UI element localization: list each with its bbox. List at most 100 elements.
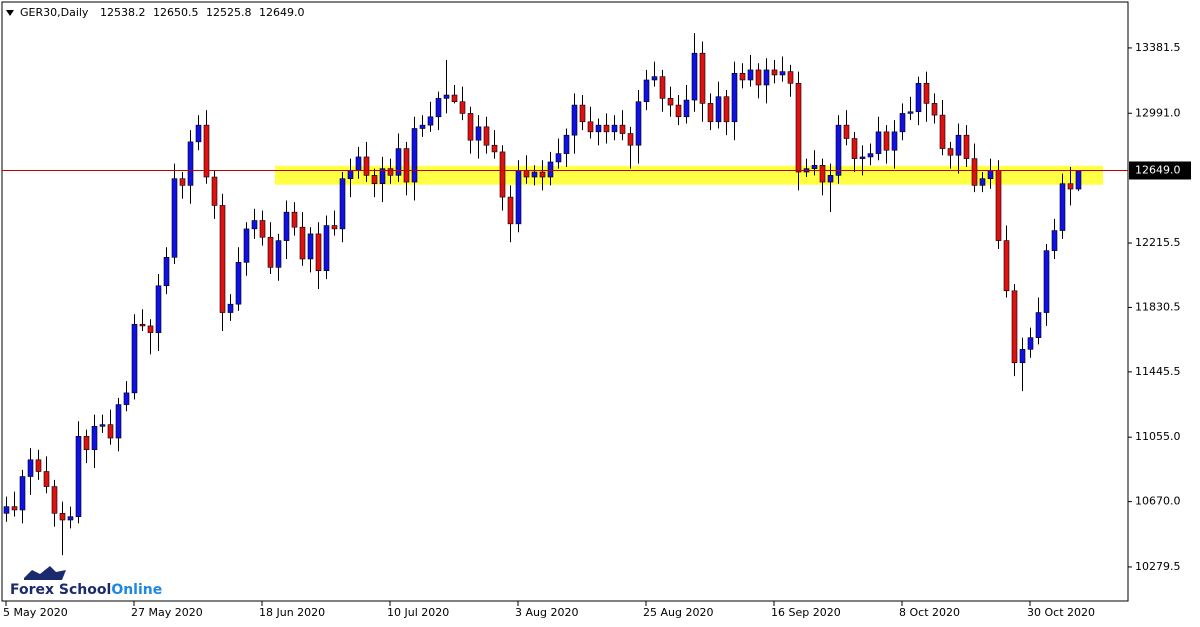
candle-body xyxy=(715,96,722,123)
candle-body xyxy=(979,178,986,186)
candle-body xyxy=(83,436,90,451)
candle-body xyxy=(667,98,674,106)
candle-body xyxy=(435,98,442,118)
ohlc: 12649.0 xyxy=(259,6,305,19)
ohlc: 12525.8 xyxy=(206,6,252,19)
candle-body xyxy=(811,165,818,169)
candle-body xyxy=(43,471,50,487)
candle-body xyxy=(75,436,82,517)
candle-body xyxy=(27,459,34,477)
candle-body xyxy=(1075,170,1082,190)
candle-body xyxy=(115,404,122,439)
candle-body xyxy=(3,506,10,514)
candle-body xyxy=(819,165,826,183)
candle-body xyxy=(179,178,186,186)
candle-body xyxy=(203,124,210,178)
candle-body xyxy=(1003,240,1010,292)
candle-body xyxy=(35,459,42,472)
candle-body xyxy=(19,476,26,511)
candle-body xyxy=(131,323,138,394)
candle-body xyxy=(643,79,650,103)
candle-body xyxy=(251,220,258,230)
candle-body xyxy=(915,83,922,113)
candle-body xyxy=(571,104,578,136)
candle-body xyxy=(755,69,762,86)
x-tick-label: 5 May 2020 xyxy=(3,606,68,619)
candle-body xyxy=(843,124,850,139)
candle-body xyxy=(763,69,770,86)
candle-body xyxy=(339,178,346,230)
candle-body xyxy=(507,196,514,225)
y-tick-label: 10279.5 xyxy=(1135,560,1181,573)
header: GER30,Daily 12538.2 12650.5 12525.8 1264… xyxy=(20,6,304,19)
candle-body xyxy=(779,71,786,76)
candle-body xyxy=(787,71,794,84)
candle-body xyxy=(595,124,602,133)
candle-body xyxy=(1059,183,1066,231)
candle-body xyxy=(283,211,290,241)
candle-body xyxy=(291,211,298,228)
candle-body xyxy=(659,76,666,99)
candle-body xyxy=(947,148,954,156)
candle-body xyxy=(923,83,930,104)
candle-body xyxy=(547,161,554,178)
y-tick-label: 13381.5 xyxy=(1135,41,1181,54)
candle-body xyxy=(987,170,994,179)
candle-body xyxy=(211,176,218,206)
candle-body xyxy=(635,101,642,146)
candle-body xyxy=(1035,312,1042,338)
candle-body xyxy=(315,233,322,272)
candle-body xyxy=(67,516,74,521)
candle-body xyxy=(539,171,546,178)
logo-text: Forex SchoolOnline xyxy=(10,582,162,598)
candle-body xyxy=(499,151,506,198)
candle-body xyxy=(835,124,842,176)
candle-body xyxy=(299,226,306,260)
candle-body xyxy=(235,262,242,305)
candle-body xyxy=(475,126,482,141)
candle-body xyxy=(107,424,114,439)
y-tick-label: 12991.0 xyxy=(1135,106,1181,119)
candle-body xyxy=(219,205,226,313)
candle-body xyxy=(939,114,946,149)
x-tick-label: 3 Aug 2020 xyxy=(515,606,578,619)
candle-body xyxy=(371,175,378,185)
candle-body xyxy=(771,69,778,76)
symbol: GER30,Daily xyxy=(20,6,89,19)
candle-body xyxy=(867,153,874,158)
candle-body xyxy=(587,121,594,133)
candle-body xyxy=(1067,183,1074,190)
candle-body xyxy=(483,126,490,146)
y-tick-label: 11445.5 xyxy=(1135,365,1181,378)
logo-part: Online xyxy=(111,582,162,598)
candle-body xyxy=(187,141,194,186)
candle-body xyxy=(619,124,626,134)
candle-body xyxy=(875,131,882,154)
candle-body xyxy=(395,148,402,176)
x-tick-label: 30 Oct 2020 xyxy=(1027,606,1095,619)
candle-body xyxy=(11,506,18,511)
candle-body xyxy=(267,236,274,268)
candle-body xyxy=(227,303,234,313)
candle-body xyxy=(411,128,418,183)
x-tick-label: 16 Sep 2020 xyxy=(771,606,841,619)
candle-body xyxy=(827,175,834,183)
candle-body xyxy=(995,170,1002,241)
candle-body xyxy=(699,52,706,104)
candle-body xyxy=(147,325,154,333)
candle-body xyxy=(51,486,58,514)
candle-body xyxy=(859,156,866,159)
candle-body xyxy=(163,257,170,287)
candle-body xyxy=(931,103,938,116)
candle-body xyxy=(723,96,730,123)
candle-body xyxy=(355,156,362,171)
candle-body xyxy=(139,323,146,327)
candle-body xyxy=(731,72,738,123)
candle-body xyxy=(347,170,354,179)
candles xyxy=(3,33,1082,556)
ohlc: 12538.2 xyxy=(100,6,146,19)
y-tick-label: 12215.5 xyxy=(1135,236,1181,249)
x-tick-label: 10 Jul 2020 xyxy=(387,606,449,619)
candle-body xyxy=(651,76,658,81)
